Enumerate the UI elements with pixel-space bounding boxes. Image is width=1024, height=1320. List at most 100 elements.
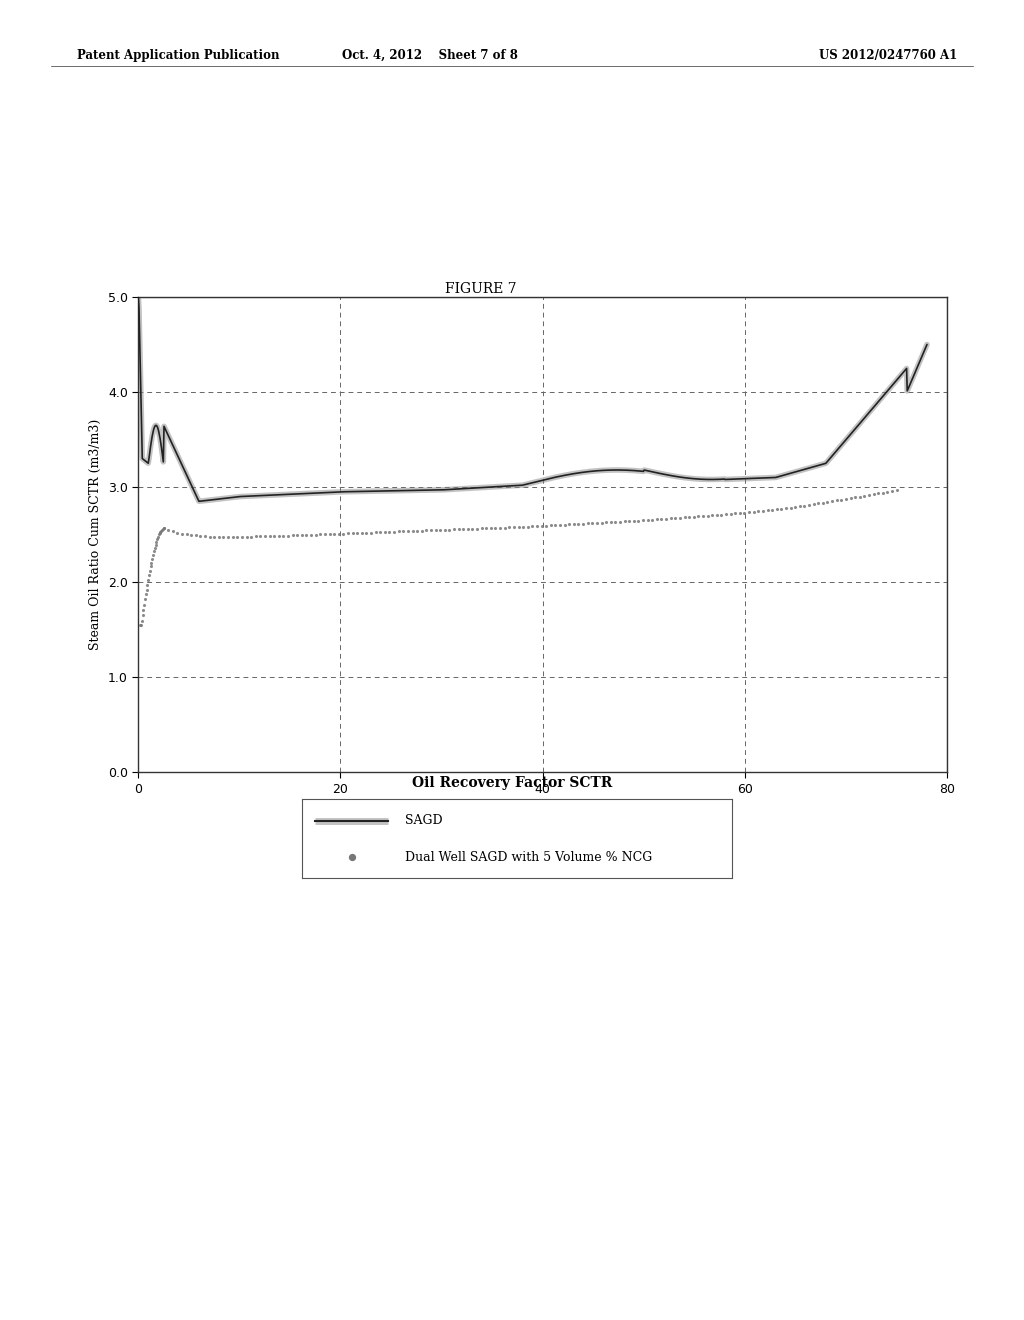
Point [810, 492, 826, 513]
Point [469, 517, 485, 539]
Point [602, 512, 618, 533]
Point [773, 498, 790, 519]
Point [657, 508, 674, 529]
Point [473, 517, 489, 539]
Point [151, 524, 167, 545]
Point [229, 527, 246, 548]
Point [626, 511, 642, 532]
Point [760, 500, 776, 521]
Point [322, 524, 338, 545]
Point [148, 532, 165, 553]
Point [169, 523, 185, 544]
Point [852, 486, 868, 507]
Point [134, 610, 151, 631]
Point [148, 529, 165, 550]
Point [681, 507, 697, 528]
Point [510, 516, 526, 537]
Point [630, 510, 646, 531]
Text: Dual Well SAGD with 5 Volume % NCG: Dual Well SAGD with 5 Volume % NCG [406, 850, 652, 863]
Point [372, 521, 388, 543]
Point [769, 499, 785, 520]
Point [399, 520, 416, 541]
Point [451, 519, 467, 540]
Point [441, 519, 458, 540]
Point [404, 520, 421, 541]
Point [880, 480, 896, 502]
Point [141, 560, 158, 581]
Point [714, 504, 730, 525]
Point [723, 503, 739, 524]
Point [136, 594, 153, 615]
Point [736, 502, 753, 523]
Point [349, 523, 366, 544]
Point [156, 517, 172, 539]
Point [303, 524, 319, 545]
Text: US 2012/0247760 A1: US 2012/0247760 A1 [819, 49, 957, 62]
Point [436, 519, 453, 540]
Point [243, 527, 259, 548]
Point [270, 525, 287, 546]
Point [543, 515, 559, 536]
Point [174, 524, 190, 545]
Point [377, 521, 393, 543]
Point [870, 483, 887, 504]
Point [197, 525, 213, 546]
Point [838, 488, 854, 510]
Point [414, 520, 430, 541]
Point [574, 513, 591, 535]
Point [145, 541, 162, 562]
Point [178, 524, 195, 545]
Point [138, 579, 155, 601]
Point [137, 589, 154, 610]
Point [819, 491, 836, 512]
Point [492, 517, 508, 539]
Point [147, 535, 164, 556]
Point [745, 502, 762, 523]
Point [584, 512, 600, 533]
Point [580, 513, 596, 535]
Text: Patent Application Publication: Patent Application Publication [77, 49, 280, 62]
Point [133, 614, 150, 635]
Point [326, 523, 342, 544]
Point [368, 521, 384, 543]
Point [257, 525, 273, 546]
Point [381, 521, 397, 543]
Point [497, 517, 513, 539]
Point [534, 515, 550, 536]
Point [861, 484, 878, 506]
Point [146, 537, 163, 558]
Point [672, 507, 688, 528]
Point [266, 525, 283, 546]
Point [331, 523, 347, 544]
Point [307, 524, 324, 545]
Text: Oil Recovery Factor SCTR: Oil Recovery Factor SCTR [412, 776, 612, 789]
Text: SAGD: SAGD [406, 814, 443, 828]
Point [460, 519, 476, 540]
Point [593, 512, 609, 533]
Point [663, 508, 679, 529]
Point [423, 520, 439, 541]
Point [142, 556, 159, 577]
Point [211, 527, 227, 548]
Point [154, 520, 170, 541]
Point [165, 521, 181, 543]
Point [144, 548, 161, 569]
Point [418, 520, 434, 541]
Point [528, 516, 545, 537]
Point [280, 525, 296, 546]
Point [202, 525, 218, 546]
Point [156, 517, 172, 539]
Point [797, 495, 813, 516]
Point [141, 565, 158, 586]
Point [644, 510, 660, 531]
Point [145, 545, 162, 566]
Point [353, 523, 370, 544]
Point [547, 515, 563, 536]
Point [782, 498, 799, 519]
Point [455, 519, 471, 540]
Point [732, 503, 749, 524]
Point [134, 605, 151, 626]
Point [316, 524, 333, 545]
Point [362, 521, 379, 543]
Point [427, 520, 443, 541]
